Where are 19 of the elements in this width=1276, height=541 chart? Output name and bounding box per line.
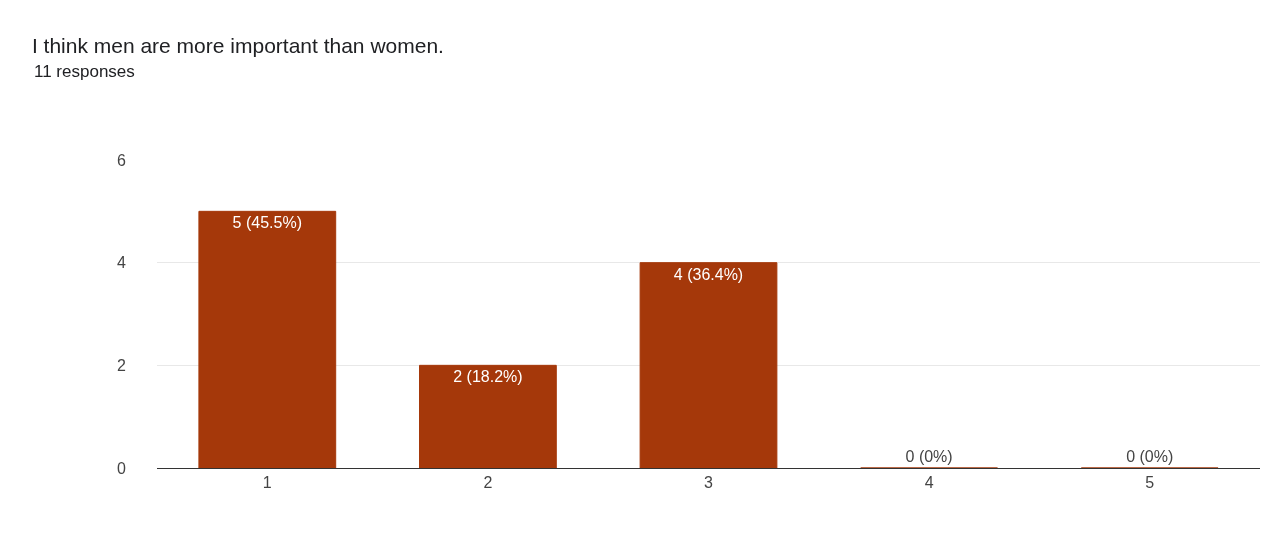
data-label: 0 (0%) bbox=[1126, 448, 1174, 465]
y-tick-label: 6 bbox=[117, 151, 127, 169]
x-tick-label: 2 bbox=[483, 474, 493, 492]
y-tick-label: 4 bbox=[117, 254, 127, 272]
data-label: 4 (36.4%) bbox=[673, 265, 744, 283]
x-tick-label: 4 bbox=[924, 474, 934, 492]
x-tick-label: 1 bbox=[262, 474, 272, 492]
bar bbox=[198, 210, 337, 468]
bar bbox=[419, 364, 557, 468]
chart-subtitle: 11 responses bbox=[34, 62, 135, 81]
data-label: 2 (18.2%) bbox=[453, 368, 523, 386]
x-tick-label: 3 bbox=[704, 474, 714, 492]
x-tick-label: 5 bbox=[1145, 474, 1155, 492]
bar bbox=[639, 262, 778, 468]
chart-title: I think men are more important than women. bbox=[31, 33, 444, 57]
data-label: 5 (45.5%) bbox=[232, 214, 302, 232]
y-tick-label: 0 bbox=[117, 459, 127, 477]
data-label: 0 (0%) bbox=[905, 448, 953, 465]
y-tick-label: 2 bbox=[117, 356, 127, 374]
